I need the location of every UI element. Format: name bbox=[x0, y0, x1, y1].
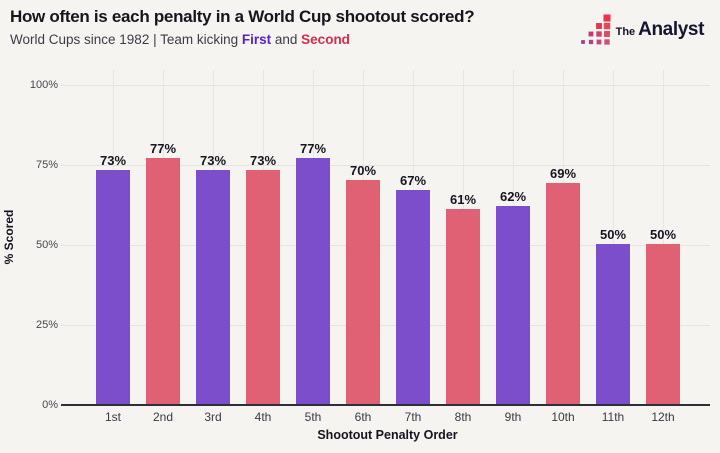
bar-value-label-7th: 67% bbox=[399, 172, 427, 188]
bar-value-label-2nd: 77% bbox=[149, 140, 177, 156]
bar-3rd-first bbox=[196, 170, 230, 404]
y-tick-label-100: 100% bbox=[29, 79, 58, 91]
v-gridline-12th bbox=[663, 70, 664, 405]
chart-title: How often is each penalty in a World Cup… bbox=[10, 7, 475, 26]
subtitle-and: and bbox=[271, 32, 302, 47]
y-tick-label-50: 50% bbox=[35, 239, 58, 251]
bar-value-label-12th: 50% bbox=[649, 227, 677, 242]
x-tick-label-6th: 6th bbox=[354, 410, 372, 424]
bar-2nd-second bbox=[146, 157, 180, 404]
x-tick-label-11th: 11th bbox=[601, 410, 625, 424]
bar-7th-first bbox=[396, 189, 430, 404]
x-tick-label-4th: 4th bbox=[254, 410, 272, 424]
x-tick-label-1st: 1st bbox=[104, 410, 121, 424]
bar-4th-second bbox=[246, 170, 280, 404]
h-gridline-75 bbox=[61, 165, 710, 166]
bar-value-label-9th: 62% bbox=[499, 188, 527, 204]
the-analyst-logo: The Analyst bbox=[579, 14, 704, 46]
logo-analyst: Analyst bbox=[638, 19, 704, 40]
bar-11th-first bbox=[596, 244, 630, 404]
h-gridline-25 bbox=[61, 325, 710, 326]
bar-8th-second bbox=[446, 208, 480, 404]
x-tick-label-5th: 5th bbox=[304, 410, 322, 424]
subtitle-prefix: World Cups since 1982 | Team kicking bbox=[10, 32, 242, 47]
x-tick-label-12th: 12th bbox=[651, 410, 675, 424]
analyst-pixel-bars-icon bbox=[580, 14, 611, 45]
y-axis-title: % Scored bbox=[2, 209, 16, 265]
y-tick-label-75: 75% bbox=[35, 159, 58, 171]
subtitle-second-legend: Second bbox=[301, 32, 350, 47]
bar-value-label-4th: 73% bbox=[249, 153, 277, 169]
x-tick-label-7th: 7th bbox=[404, 410, 422, 424]
bar-value-label-11th: 50% bbox=[599, 227, 627, 242]
bar-5th-first bbox=[296, 157, 330, 404]
bar-value-label-1st: 73% bbox=[99, 153, 127, 169]
bar-value-label-3rd: 73% bbox=[199, 153, 227, 169]
bar-12th-second bbox=[646, 244, 680, 404]
x-tick-label-2nd: 2nd bbox=[152, 410, 174, 424]
v-gridline-11th bbox=[613, 70, 614, 405]
bar-value-label-10th: 69% bbox=[549, 166, 577, 182]
x-axis-title: Shootout Penalty Order bbox=[317, 428, 458, 442]
bar-9th-first bbox=[496, 205, 530, 404]
h-gridline-100 bbox=[61, 85, 710, 86]
x-axis-line bbox=[61, 404, 710, 406]
bar-value-label-8th: 61% bbox=[449, 191, 477, 207]
h-gridline-50 bbox=[61, 245, 710, 246]
logo-the: The bbox=[615, 26, 636, 38]
bar-value-label-6th: 70% bbox=[349, 163, 377, 178]
bar-value-label-5th: 77% bbox=[299, 140, 327, 156]
y-tick-label-0: 0% bbox=[42, 399, 58, 411]
x-tick-label-8th: 8th bbox=[454, 410, 472, 424]
plot-area: 73% 77% 73% 73% 77% 70% 67% 61% 62% 69% 50% 50% bbox=[61, 70, 710, 406]
logo-text: The Analyst bbox=[615, 19, 705, 41]
bar-1st-first bbox=[96, 170, 130, 404]
subtitle-first-legend: First bbox=[241, 32, 272, 47]
bar-6th-second bbox=[346, 180, 380, 404]
bar-10th-second bbox=[546, 183, 580, 404]
x-tick-label-3rd: 3rd bbox=[204, 410, 222, 424]
chart-subtitle: World Cups since 1982 | Team kicking Fir… bbox=[10, 32, 350, 47]
y-tick-label-25: 25% bbox=[35, 319, 58, 331]
x-tick-label-10th: 10th bbox=[551, 410, 575, 424]
bar-chart: % Scored 73% 77% 73% 73% 77% 70% 67% 61% 62% 69% 5… bbox=[0, 60, 720, 453]
x-tick-label-9th: 9th bbox=[504, 410, 522, 424]
